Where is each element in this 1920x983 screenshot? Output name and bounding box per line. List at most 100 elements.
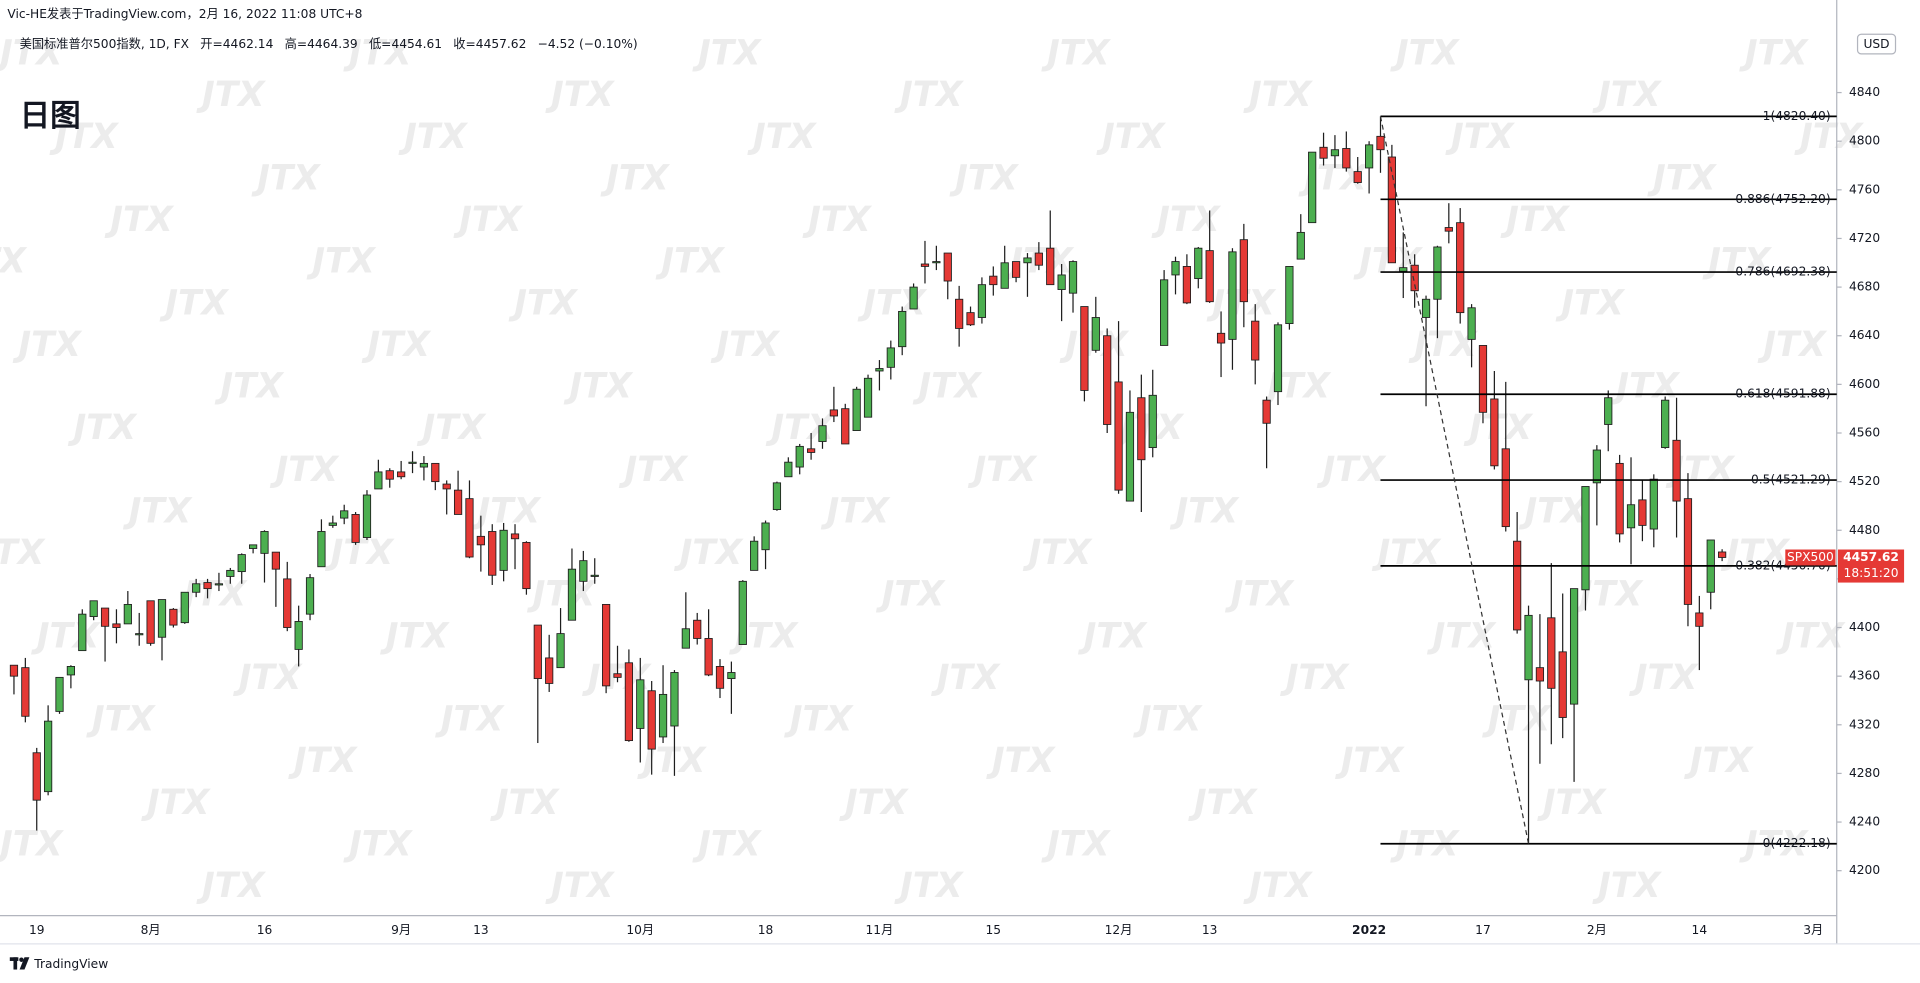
y-tick-label: 4200 [1849, 863, 1880, 877]
watermark: JTX [1280, 658, 1350, 698]
candle-body [78, 613, 87, 652]
candle-body [1672, 439, 1681, 502]
logo-part [13, 957, 18, 970]
ohlc-label: 低= [369, 37, 392, 51]
x-tick-label: 14 [1692, 923, 1708, 937]
candle-body [123, 603, 132, 625]
candle-body [1695, 612, 1704, 627]
candle-body [920, 263, 930, 267]
watermark: JTX [196, 75, 266, 115]
candle-body [1490, 398, 1499, 467]
candle-body [955, 298, 964, 329]
candle-body [1182, 266, 1191, 304]
candle-body [647, 690, 656, 750]
watermark: JTX [876, 575, 946, 615]
candle-body [1285, 266, 1294, 325]
candle-body [397, 471, 406, 478]
candle-body [32, 752, 41, 801]
brand: TradingView [33, 957, 108, 971]
y-tick-label: 4520 [1849, 474, 1880, 488]
watermark: JTX [233, 658, 303, 698]
candle-body [66, 666, 76, 676]
watermark: JTX [196, 866, 266, 906]
candle-body [317, 531, 326, 568]
watermark: JTX [214, 367, 284, 407]
candle-body [1592, 449, 1601, 484]
candle-body [1535, 667, 1545, 682]
y-tick-label: 4640 [1849, 328, 1880, 342]
x-tick-label: 12月 [1105, 923, 1133, 937]
candle-body [294, 621, 303, 650]
candle-body [886, 347, 895, 368]
x-tick-label: 11月 [866, 923, 894, 937]
candle-body [909, 286, 918, 310]
watermark: JTX [949, 158, 1019, 198]
watermark: JTX [159, 283, 229, 323]
candle-body [829, 409, 838, 417]
currency-box[interactable] [1856, 33, 1897, 55]
candle-body [1011, 261, 1021, 278]
candle-body [545, 657, 554, 684]
candle-body [613, 673, 622, 678]
candle-body [670, 672, 679, 727]
candle-body [1216, 332, 1226, 344]
watermark: JTX [1408, 325, 1478, 365]
candle-body [715, 666, 725, 689]
watermark: JTX [912, 367, 982, 407]
change: −4.52 (−0.10%) [538, 37, 638, 51]
logo-part [19, 957, 30, 970]
watermark: JTX [1243, 866, 1313, 906]
y-tick-label: 4840 [1849, 85, 1880, 99]
y-tick-label: 4480 [1849, 523, 1880, 537]
candle-body [260, 531, 269, 554]
x-tick-label: 17 [1475, 923, 1491, 937]
watermark: JTX [1500, 200, 1570, 240]
candle-body [1308, 151, 1317, 224]
y-tick-label: 4560 [1849, 425, 1880, 439]
watermark: JTX [545, 866, 615, 906]
watermark: JTX [343, 824, 413, 864]
candle-body [1501, 448, 1510, 528]
watermark: JTX [67, 408, 137, 448]
candle-body [1433, 246, 1442, 300]
candle-body [943, 252, 952, 282]
watermark: JTX [1702, 242, 1772, 282]
candle-body [510, 533, 520, 540]
watermark: JTX [1647, 158, 1717, 198]
candle-body [44, 720, 53, 793]
y-tick-label: 4400 [1849, 620, 1880, 634]
candle-body [89, 600, 98, 618]
candle-body [100, 607, 110, 627]
ohlc-value: 4454.61 [391, 37, 442, 51]
candle-body [1251, 320, 1260, 361]
candle-body [135, 633, 144, 636]
x-tick-label: 13 [1202, 923, 1218, 937]
watermark: JTX [894, 866, 964, 906]
watermark: JTX [380, 616, 450, 656]
candle-body [795, 445, 804, 468]
candle-body [112, 623, 121, 628]
watermark: JTX [1776, 616, 1846, 656]
candle-body [1194, 247, 1203, 280]
watermark: JTX [637, 741, 707, 781]
ohlc-value: 4464.39 [307, 37, 358, 51]
fib-label: 0.618(4591.88) [1735, 387, 1830, 401]
currency[interactable]: USD [1863, 37, 1889, 51]
candle-body [1000, 262, 1009, 289]
candle-body [1330, 149, 1340, 157]
watermark: JTX [1739, 34, 1809, 74]
candle-body [989, 275, 998, 286]
candle-body [966, 312, 975, 326]
watermark: JTX [1537, 783, 1607, 823]
candle-body [1364, 144, 1374, 169]
watermark: JTX [839, 783, 909, 823]
candle-body [1057, 274, 1066, 290]
x-tick-label: 2022 [1352, 923, 1386, 937]
watermark: JTX [31, 616, 101, 656]
symbol-tag [1785, 549, 1836, 566]
ohlc-label: 高= [285, 36, 308, 51]
fib-label: 0.886(4752.20) [1735, 192, 1830, 206]
watermark: JTX [1225, 575, 1295, 615]
candle-body [636, 679, 645, 729]
candle-body [590, 574, 599, 577]
